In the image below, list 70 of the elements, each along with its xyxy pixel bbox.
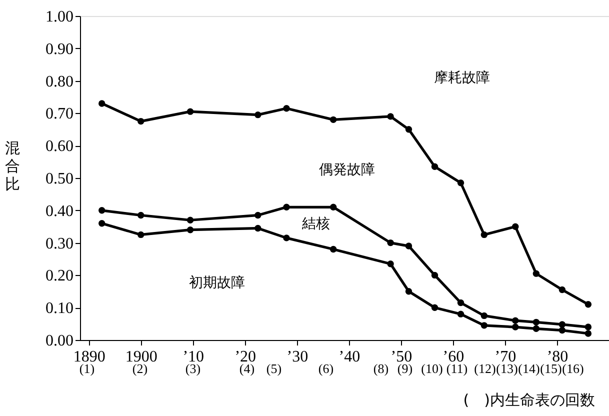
point — [254, 224, 262, 232]
x-tick-label: ’40 — [338, 348, 360, 366]
text: (5) — [266, 361, 282, 376]
text: (6) — [318, 361, 334, 376]
point — [98, 207, 106, 214]
y-tick-label: 0.70 — [46, 106, 74, 123]
annotation: 初期故障 — [189, 275, 245, 291]
point — [330, 246, 337, 253]
point — [431, 272, 438, 279]
y-tick-label: 0.40 — [46, 202, 74, 220]
y-tick-label: 0.50 — [46, 170, 74, 188]
point — [512, 324, 519, 330]
point — [98, 220, 106, 227]
point — [387, 239, 394, 246]
point — [480, 322, 488, 329]
text: (12) — [474, 361, 496, 376]
text: ( )内生命表の回数 — [463, 391, 595, 409]
y-tick-label: 0.80 — [46, 73, 74, 90]
point — [405, 288, 412, 295]
point — [405, 126, 412, 133]
point — [558, 321, 566, 328]
point — [558, 326, 566, 334]
point — [186, 108, 194, 115]
text: (10) — [421, 361, 443, 376]
point — [330, 204, 337, 211]
point — [431, 163, 438, 170]
point — [138, 231, 144, 238]
point — [512, 317, 519, 324]
point — [532, 318, 540, 326]
x-tick-label: ’30 — [286, 348, 308, 366]
point — [138, 118, 144, 125]
point — [254, 111, 262, 118]
point — [532, 325, 540, 332]
y-tick-label: 0.30 — [46, 235, 74, 252]
annotation: 結核 — [301, 216, 330, 232]
text: (8) — [373, 361, 389, 376]
point — [584, 324, 592, 330]
y-tick-label: 0.60 — [46, 138, 74, 156]
annotation: 摩耗故障 — [434, 70, 490, 86]
point — [480, 312, 488, 320]
point — [512, 223, 519, 230]
point — [457, 180, 464, 186]
point — [405, 242, 412, 250]
point — [330, 116, 337, 124]
point — [387, 260, 394, 268]
point — [457, 310, 464, 318]
point — [254, 212, 262, 219]
point — [431, 304, 438, 311]
y-tick-label: 0.90 — [46, 40, 74, 58]
point — [480, 231, 488, 238]
point — [186, 216, 194, 224]
annotation: 偶発故障 — [319, 162, 375, 178]
point — [584, 301, 592, 308]
y-tick-label: 1.00 — [46, 8, 74, 26]
point — [138, 212, 144, 219]
point — [532, 270, 540, 277]
y-axis-title: 混合比 — [5, 138, 20, 193]
point — [283, 204, 290, 211]
point — [98, 100, 106, 107]
point — [283, 234, 290, 242]
y-tick-label: 0.20 — [46, 268, 74, 285]
y-tick-label: 0.10 — [46, 300, 74, 318]
point — [457, 299, 464, 306]
text: (14) — [518, 361, 540, 376]
point — [186, 226, 194, 234]
point — [558, 286, 566, 294]
point — [584, 330, 592, 337]
point — [387, 113, 394, 120]
y-tick-label: 0.00 — [46, 332, 74, 350]
point — [283, 104, 290, 112]
